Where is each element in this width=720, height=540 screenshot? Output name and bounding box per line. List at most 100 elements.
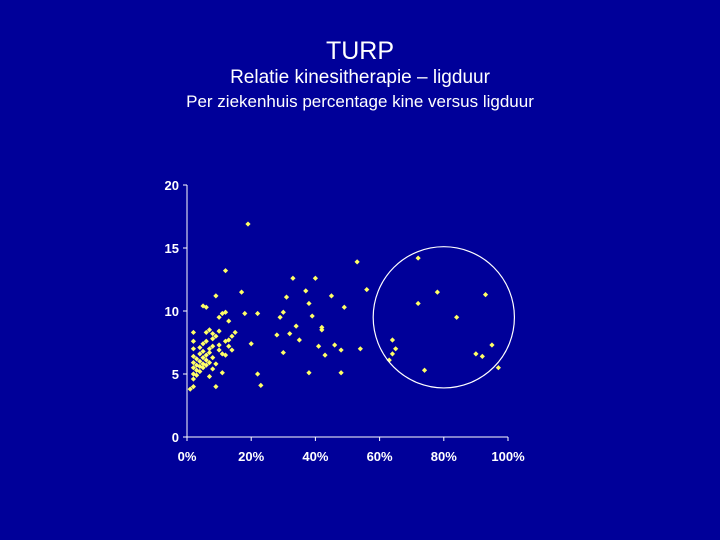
data-point [255,310,261,317]
data-point [296,337,302,343]
data-point [200,341,206,347]
data-point [206,360,213,366]
data-point [213,333,219,339]
data-point [200,365,206,371]
data-point [197,344,203,351]
data-point [210,343,216,349]
data-point [393,346,399,352]
data-point [190,376,197,382]
data-point [190,365,197,371]
data-point [216,314,222,320]
data-point [210,331,216,337]
highlight-circle [372,246,516,389]
data-point [203,329,209,336]
data-point [226,318,232,324]
data-point [190,353,197,359]
data-point [210,355,216,361]
data-point [421,367,428,373]
data-point [495,365,501,371]
data-point [290,275,296,281]
data-point [255,371,261,377]
data-point [489,342,495,348]
data-point [415,300,421,307]
slide-subtitle: Relatie kinesitherapie – ligduur [230,67,490,88]
data-point [194,367,200,373]
data-point [473,351,479,357]
data-point [357,346,363,352]
data-point [280,349,286,356]
data-point [283,294,290,300]
data-point [222,309,229,315]
data-point [213,293,219,299]
data-point [248,341,254,347]
slide-title: TURP [325,37,395,65]
data-point [245,221,251,227]
data-point [210,336,216,342]
data-point [216,328,222,334]
data-point [222,268,229,274]
data-point [238,289,245,295]
data-point [479,353,485,359]
y-tick-label: 15 [165,241,179,256]
data-point [206,373,213,380]
data-point [354,259,360,265]
data-point [194,372,200,378]
data-point [309,313,315,319]
data-point [203,352,209,358]
data-point [194,356,200,362]
y-tick-label: 0 [172,430,179,445]
data-point [389,337,396,343]
data-point [200,355,206,361]
data-point [216,342,222,348]
data-point [206,346,213,352]
data-point [190,384,197,390]
data-point [197,368,203,375]
data-point [386,357,392,363]
data-point [274,332,280,338]
data-point [338,370,344,376]
data-point [328,293,335,299]
data-point [229,347,235,353]
x-tick-label: 60% [367,449,393,464]
data-point [229,333,235,339]
data-point [454,314,460,320]
data-point [219,370,225,376]
data-point [389,351,396,357]
x-tick-label: 0% [178,449,197,464]
data-point [258,382,264,388]
data-point [293,323,299,329]
data-point [338,347,344,353]
data-point [226,343,232,349]
data-point [190,329,197,336]
data-point [197,358,203,364]
data-point [415,255,421,261]
chart-ticks: 0 5 10 15 20 0% 20% 40% 60% 80% 100% [165,178,526,464]
data-point [280,309,286,315]
data-point [213,361,219,367]
data-point [226,337,232,343]
data-point [306,370,312,376]
x-tick-label: 80% [431,449,457,464]
slide-subtitle-2: Per ziekenhuis percentage kine versus li… [186,92,534,111]
data-point [303,288,309,294]
data-point [206,349,213,356]
data-point [203,362,209,368]
data-point [232,329,238,336]
x-tick-label: 100% [491,449,525,464]
data-point [434,289,440,295]
data-point [190,346,197,352]
data-point [222,352,229,358]
data-point [200,348,206,354]
data-point [190,360,197,366]
data-point [210,366,216,372]
data-point [332,342,338,348]
y-tick-label: 5 [172,367,179,382]
chart-points [187,221,501,392]
data-point [206,327,213,333]
data-point [316,343,322,349]
data-point [306,300,312,307]
data-point [203,357,209,363]
data-point [203,338,209,344]
data-point [200,303,206,309]
data-point [322,352,328,358]
